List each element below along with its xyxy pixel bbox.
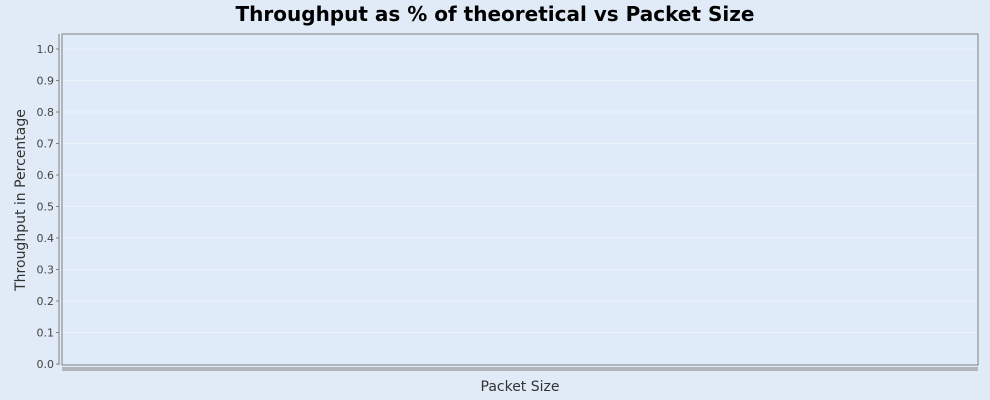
y-tick-label: 0.0 xyxy=(37,358,55,371)
plot-area xyxy=(61,33,979,366)
y-tick-label: 1.0 xyxy=(37,43,55,56)
y-axis-label: Throughput in Percentage xyxy=(13,109,29,292)
y-tick-label: 0.3 xyxy=(37,264,55,277)
y-axis: 0.0 0.1 0.2 0.3 0.4 0.5 0.6 0.7 0.8 0.9 1.0 xyxy=(37,34,60,371)
gridlines xyxy=(63,48,977,333)
y-tick-label: 0.2 xyxy=(37,295,55,308)
chart-title: Throughput as % of theoretical vs Packet… xyxy=(235,2,755,26)
y-tick-label: 0.1 xyxy=(37,327,55,340)
y-tick-label: 0.9 xyxy=(37,75,55,88)
y-ticks: 0.0 0.1 0.2 0.3 0.4 0.5 0.6 0.7 0.8 0.9 1.0 xyxy=(37,43,59,371)
y-tick-label: 0.4 xyxy=(37,232,55,245)
x-axis xyxy=(62,367,978,371)
y-tick-label: 0.7 xyxy=(37,138,55,151)
y-tick-label: 0.6 xyxy=(37,169,55,182)
x-axis-label: Packet Size xyxy=(481,379,560,395)
y-tick-label: 0.8 xyxy=(37,106,55,119)
y-tick-label: 0.5 xyxy=(37,201,55,214)
